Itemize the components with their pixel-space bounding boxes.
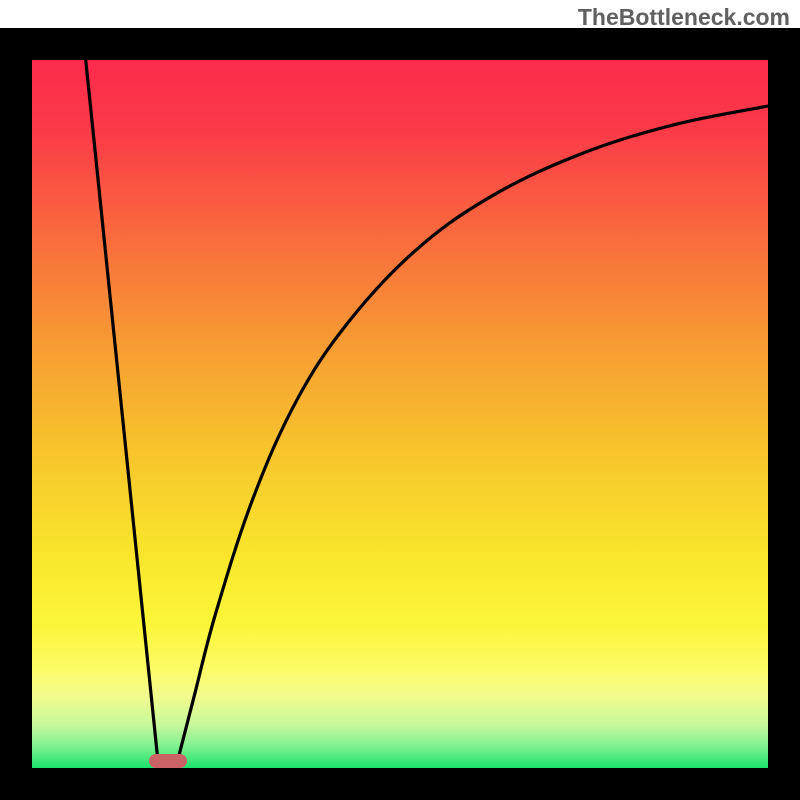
plot-area (32, 60, 768, 768)
watermark-text: TheBottleneck.com (578, 4, 790, 31)
valley-marker (149, 754, 187, 768)
bottleneck-curve (32, 60, 768, 768)
chart-container: TheBottleneck.com (0, 0, 800, 800)
